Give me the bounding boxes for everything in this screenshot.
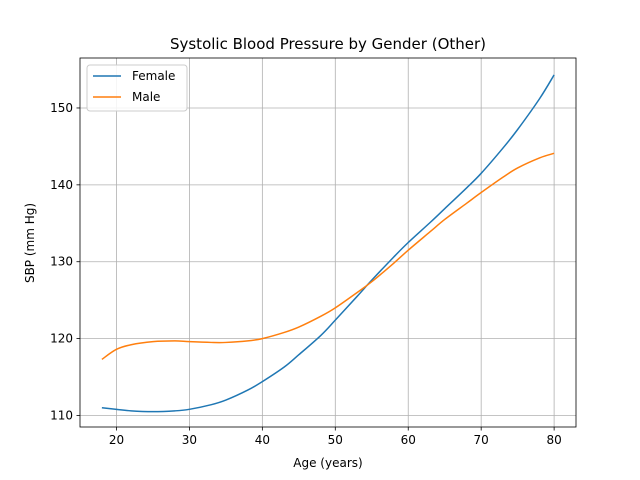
x-axis-label: Age (years)	[293, 456, 362, 470]
legend: Female Male	[86, 64, 188, 112]
y-tick-label: 120	[50, 332, 73, 346]
plot-frame	[79, 57, 577, 428]
y-tick-label: 150	[50, 101, 73, 115]
y-tick-label: 140	[50, 178, 73, 192]
x-tick-label: 50	[328, 433, 343, 447]
series-line-female	[101, 74, 555, 413]
y-tick-label: 110	[50, 408, 73, 422]
x-tick-label: 30	[182, 433, 197, 447]
series-line-male	[101, 152, 555, 360]
chart-title: Systolic Blood Pressure by Gender (Other…	[170, 35, 486, 53]
x-tick-label: 60	[401, 433, 416, 447]
x-tick-label: 20	[109, 433, 124, 447]
x-tick-label: 70	[474, 433, 489, 447]
y-axis: 110 120 130 140 150	[50, 101, 80, 422]
x-tick-label: 40	[255, 433, 270, 447]
y-tick-label: 130	[50, 255, 73, 269]
y-axis-label: SBP (mm Hg)	[23, 203, 37, 283]
legend-label-female: Female	[132, 69, 175, 83]
x-tick-label: 80	[546, 433, 561, 447]
series-layer	[101, 74, 555, 413]
x-axis: 20 30 40 50 60 70 80	[109, 427, 562, 447]
grid	[80, 58, 576, 427]
legend-label-male: Male	[132, 90, 160, 104]
